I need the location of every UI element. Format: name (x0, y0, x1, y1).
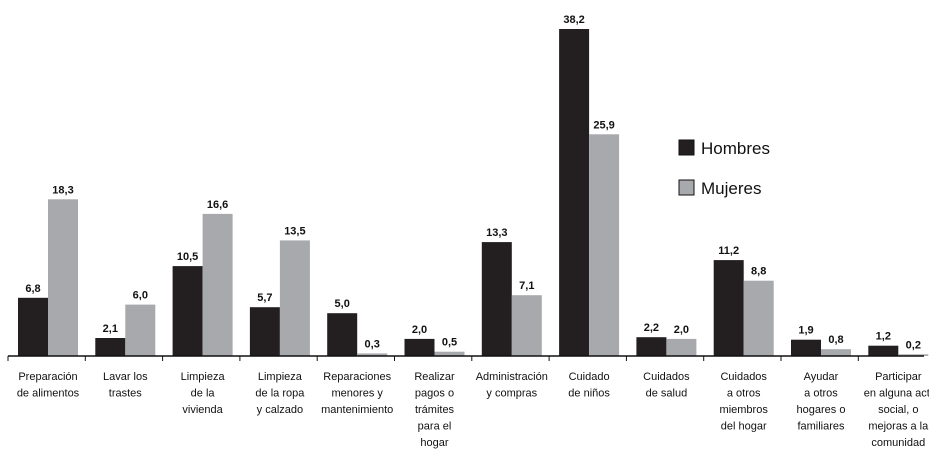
bar-mujeres-4 (357, 353, 388, 356)
x-axis-ticks (7, 356, 859, 361)
value-label-hombres-8: 2,2 (644, 322, 659, 334)
bar-hombres-9 (713, 260, 744, 356)
bar-mujeres-5 (434, 351, 465, 356)
bar-hombres-6 (481, 242, 512, 356)
category-label-1: Lavar los trastes (103, 371, 148, 400)
category-label-2: Limpieza de la vivienda (181, 371, 226, 416)
value-label-hombres-10: 1,9 (798, 325, 813, 337)
bar-mujeres-1 (125, 304, 156, 356)
category-label-11: Participar en alguna act. social, o mejoras… (864, 371, 929, 449)
category-label-6: Administración y compras (476, 371, 548, 400)
value-label-hombres-9: 11,2 (718, 245, 739, 257)
bar-mujeres-9 (743, 280, 774, 356)
category-label-10: Ayudar a otros hogares o familiares (797, 371, 846, 433)
value-label-mujeres-0: 18,3 (52, 184, 73, 196)
bar-mujeres-7 (589, 134, 620, 356)
bar-mujeres-3 (279, 240, 310, 356)
value-label-mujeres-8: 2,0 (674, 324, 689, 336)
bar-hombres-8 (636, 337, 667, 356)
bar-hombres-2 (172, 266, 203, 356)
category-label-9: Cuidados a otros miembros del hogar (720, 371, 769, 433)
bar-hombres-5 (404, 338, 435, 356)
value-label-hombres-11: 1,2 (876, 331, 891, 343)
value-label-mujeres-9: 8,8 (751, 266, 766, 278)
value-label-mujeres-5: 0,5 (442, 337, 457, 349)
value-label-mujeres-2: 16,6 (207, 199, 228, 211)
bar-mujeres-8 (666, 338, 697, 356)
bar-hombres-1 (95, 338, 126, 356)
category-label-8: Cuidados de salud (643, 371, 690, 400)
bar-hombres-0 (18, 297, 48, 356)
value-label-hombres-6: 13,3 (486, 227, 507, 239)
value-label-mujeres-11: 0,2 (906, 339, 921, 351)
value-label-hombres-2: 10,5 (177, 251, 198, 263)
bar-mujeres-2 (202, 213, 233, 356)
value-label-hombres-3: 5,7 (257, 292, 272, 304)
value-label-hombres-1: 2,1 (103, 323, 118, 335)
legend-label-hombres: Hombres (701, 139, 770, 158)
value-label-mujeres-3: 13,5 (284, 225, 305, 237)
bar-hombres-4 (327, 313, 358, 356)
value-label-hombres-7: 38,2 (563, 14, 584, 26)
category-label-3: Limpieza de la ropa y calzado (255, 371, 305, 416)
bar-hombres-10 (791, 339, 821, 356)
bar-mujeres-11 (898, 354, 929, 356)
bar-hombres-3 (249, 307, 280, 356)
value-labels-group: 6,8 18,3 2,1 6,0 10,5 16,6 5,7 13,5 5,0 0,3 2,0 0,5… (25, 14, 921, 351)
value-label-hombres-0: 6,8 (25, 283, 40, 295)
bar-mujeres-10 (821, 349, 851, 356)
legend-swatch-hombres (678, 139, 695, 156)
legend-label-mujeres: Mujeres (701, 179, 761, 198)
category-label-5: Realizar pagos o trámites para el hogar (414, 371, 455, 449)
category-label-0: Preparación de alimentos (17, 371, 80, 400)
value-label-mujeres-4: 0,3 (365, 338, 380, 350)
value-label-mujeres-6: 7,1 (519, 280, 534, 292)
bar-hombres-7 (559, 29, 590, 356)
bars-group (18, 29, 929, 356)
bar-mujeres-6 (511, 295, 542, 356)
value-label-hombres-4: 5,0 (335, 298, 350, 310)
category-label-4: Reparaciones menores y mantenimiento (321, 371, 393, 416)
bar-mujeres-0 (48, 199, 78, 356)
value-label-mujeres-1: 6,0 (133, 290, 148, 302)
value-label-hombres-5: 2,0 (412, 324, 427, 336)
bar-hombres-11 (868, 345, 899, 356)
value-label-mujeres-10: 0,8 (828, 334, 843, 346)
category-label-7: Cuidado de niños (568, 371, 610, 400)
value-label-mujeres-7: 25,9 (593, 119, 614, 131)
legend-swatch-mujeres (678, 179, 695, 196)
category-labels-group: Preparación de alimentos Lavar los trastes L… (17, 371, 929, 449)
legend: Hombres Mujeres (678, 139, 770, 198)
